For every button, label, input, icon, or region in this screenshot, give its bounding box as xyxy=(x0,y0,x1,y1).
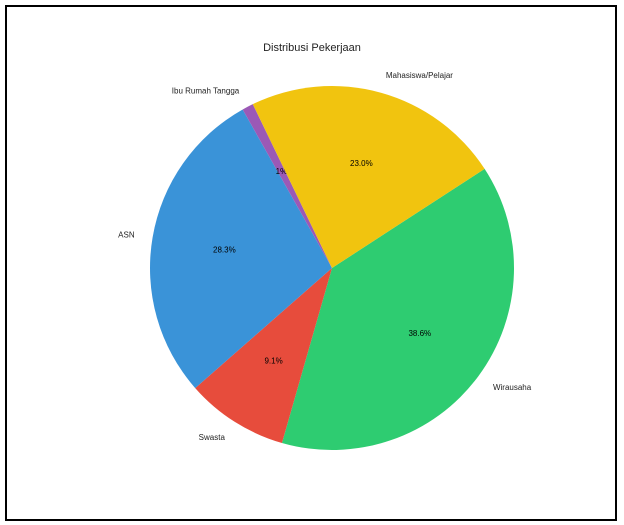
pie-slice-swasta xyxy=(195,268,332,443)
pie-pct-label: 38.6% xyxy=(408,329,431,338)
pie-category-label: Swasta xyxy=(199,433,226,442)
pie-pct-label: 23.0% xyxy=(350,159,373,168)
pie-pct-label: 9.1% xyxy=(264,356,282,365)
pie-pct-label: 28.3% xyxy=(213,246,236,255)
pie-category-label: Mahasiswa/Pelajar xyxy=(386,71,453,80)
pie-category-label: Wirausaha xyxy=(493,383,532,392)
pie-slice-wirausaha xyxy=(281,168,514,450)
pie-slice-mahasiswa-pelajar xyxy=(252,86,485,268)
chart-title: Distribusi Pekerjaan xyxy=(263,42,361,54)
pie-slice-asn xyxy=(149,109,332,389)
pie-category-label: ASN xyxy=(118,230,135,239)
pie-slice-ibu-rumah-tangga xyxy=(242,104,332,268)
pie-pct-label: 1% xyxy=(276,167,288,176)
pie-category-label: Ibu Rumah Tangga xyxy=(172,87,240,96)
